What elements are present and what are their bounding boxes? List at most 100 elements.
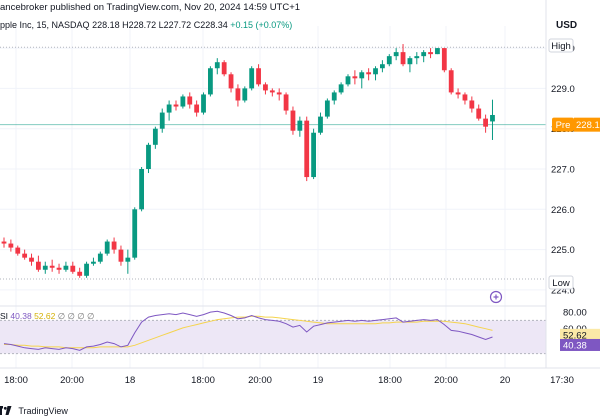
rsi-tick-0: 80.00 — [563, 308, 587, 319]
candle — [139, 166, 144, 212]
candle — [152, 126, 158, 149]
candle — [194, 100, 200, 117]
candle — [283, 92, 289, 115]
rsi-legend-name[interactable]: SI — [0, 311, 9, 321]
candle — [173, 100, 179, 111]
candle — [125, 249, 131, 274]
candle — [386, 54, 392, 67]
candle — [180, 94, 186, 109]
candle — [290, 106, 296, 135]
rsi-value-tags: 52.62 40.38 — [560, 328, 600, 351]
publisher-line: ancebroker published on TradingView.com,… — [0, 0, 600, 16]
price-tick-4: 226.0 — [551, 205, 575, 216]
candle — [318, 112, 323, 135]
rsi-legend-rest: ∅ ∅ ∅ ∅ — [57, 311, 95, 321]
rsi-ma-tag-text: 52.62 — [563, 330, 587, 341]
time-tick-3: 18:00 — [191, 375, 215, 386]
candle — [304, 116, 310, 182]
symbol-name[interactable]: pple Inc, 15, NASDAQ — [0, 20, 90, 30]
time-tick-6: 18:00 — [378, 375, 402, 386]
candle — [490, 99, 495, 140]
candle — [221, 60, 227, 77]
price-tick-3: 227.0 — [551, 165, 575, 176]
candle — [324, 98, 330, 119]
candle — [269, 88, 275, 97]
candle — [380, 60, 385, 73]
candle — [462, 92, 468, 105]
high-label-text: High — [551, 41, 571, 52]
tradingview-logo-icon — [0, 406, 12, 415]
candle — [104, 239, 110, 256]
candle — [15, 245, 21, 256]
candle — [476, 104, 482, 121]
time-tick-8: 20 — [500, 375, 511, 386]
candle — [448, 68, 454, 95]
low-label: Low — [548, 275, 574, 290]
add-alert-icon[interactable] — [489, 290, 503, 304]
candle — [29, 253, 34, 266]
candle — [1, 237, 7, 248]
time-tick-7: 20:00 — [434, 375, 458, 386]
candle — [97, 251, 103, 264]
candle — [393, 48, 399, 61]
candle — [201, 92, 206, 115]
time-tick-2: 18 — [125, 375, 136, 386]
candle — [56, 263, 62, 274]
ohlc-low: L227.72 — [158, 20, 192, 30]
rsi-series — [3, 310, 493, 351]
pre-price-text: 228.1 — [576, 120, 600, 131]
price-tick-6: 224.0 — [551, 285, 575, 296]
time-tick-0: 18:00 — [4, 375, 28, 386]
candle — [22, 249, 28, 260]
rsi-pane — [0, 310, 546, 355]
candle — [338, 82, 344, 95]
candle — [352, 70, 358, 85]
candle — [441, 48, 447, 73]
candle — [249, 66, 255, 91]
time-tick-5: 19 — [313, 375, 324, 386]
ohlc-change: +0.15 (+0.07%) — [230, 20, 293, 30]
time-axis[interactable]: 18:00 20:00 18 18:00 20:00 19 18:00 20:00 20 17:3… — [4, 375, 574, 386]
candle — [49, 259, 55, 272]
candle — [42, 261, 48, 274]
candle — [36, 255, 41, 272]
candle — [8, 239, 14, 252]
candle — [70, 261, 76, 274]
candle — [469, 96, 475, 113]
price-tick-5: 225.0 — [551, 245, 575, 256]
candle — [414, 52, 420, 65]
candle — [118, 245, 124, 266]
candle — [297, 116, 303, 137]
candle — [242, 86, 248, 103]
candle — [311, 128, 316, 180]
candle — [91, 257, 96, 266]
candle — [228, 72, 234, 93]
rsi-ma-tag — [560, 328, 600, 341]
rsi-band — [0, 320, 546, 354]
publisher-text: ancebroker published on TradingView.com,… — [0, 2, 301, 13]
rsi-legend-value: 40.38 — [10, 311, 32, 321]
candle — [345, 74, 351, 87]
candle — [111, 237, 117, 254]
candle — [166, 100, 172, 121]
candle — [235, 84, 241, 107]
footer-brand[interactable]: TradingView — [0, 402, 68, 420]
time-tick-4: 20:00 — [248, 375, 272, 386]
candle — [428, 48, 433, 59]
low-label-text: Low — [552, 278, 570, 289]
candle — [159, 108, 165, 133]
currency-label[interactable]: USD — [556, 20, 578, 31]
rsi-value-tag — [560, 338, 600, 351]
candle — [256, 64, 261, 87]
high-label: High — [548, 38, 574, 53]
candle — [77, 267, 83, 278]
rsi-value-tag-text: 40.38 — [563, 340, 587, 351]
candle — [63, 261, 69, 272]
candle — [421, 50, 427, 63]
rsi-legend: SI 40.38 52.62 ∅ ∅ ∅ ∅ — [0, 311, 94, 321]
candle — [400, 44, 406, 67]
candle — [435, 48, 440, 55]
time-tick-1: 20:00 — [60, 375, 84, 386]
